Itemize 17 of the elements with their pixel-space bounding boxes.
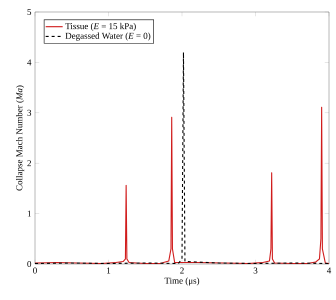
y-tick-label: 1 xyxy=(28,210,31,217)
y-tick-label: 4 xyxy=(27,59,32,66)
y-tick-label: 5 xyxy=(28,9,32,15)
x-tick-label: 4 xyxy=(326,268,332,274)
line-series xyxy=(35,52,329,264)
x-tick-label: 3 xyxy=(254,268,258,274)
line-series xyxy=(35,106,329,264)
x-tick-label: 1 xyxy=(107,268,110,274)
y-tick-label: 2 xyxy=(27,160,31,166)
y-tick-label: 0 xyxy=(27,260,32,268)
legend-label: Tissue (E = 15 kPa) xyxy=(65,22,136,31)
x-axis-title: Time (μs) xyxy=(164,277,200,286)
x-tick-label: 0 xyxy=(33,268,37,274)
y-tick-label: 3 xyxy=(27,110,32,116)
y-axis-title: Collapse Mach Number (Ma) xyxy=(16,85,24,191)
x-tick-label: 2 xyxy=(180,268,184,274)
legend-label: Degassed Water (E = 0) xyxy=(65,32,150,41)
